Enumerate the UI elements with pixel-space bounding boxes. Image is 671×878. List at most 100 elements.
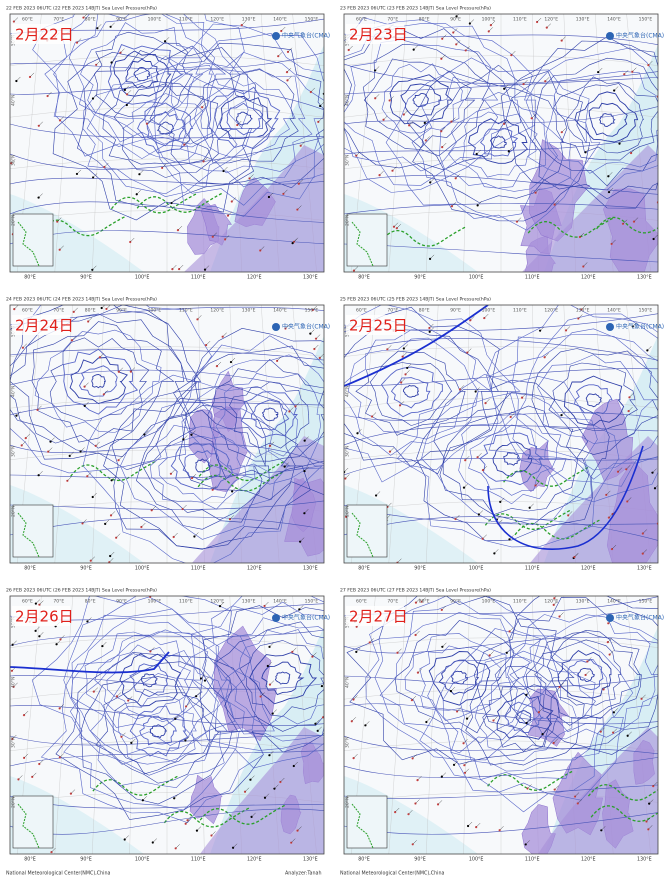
- graticule: [92, 305, 105, 563]
- wind-barb: [29, 72, 35, 78]
- graticule: [463, 14, 470, 272]
- isobar: [344, 175, 658, 195]
- isobar: [344, 306, 509, 475]
- wind-barb: [92, 492, 97, 498]
- isobar: [77, 45, 264, 207]
- wind-barb: [73, 307, 78, 313]
- wind-barb: [510, 412, 515, 418]
- wind-barb: [59, 704, 64, 709]
- lat-label: 40°N: [345, 386, 351, 397]
- wind-barb: [93, 687, 98, 692]
- isobar: [369, 362, 453, 426]
- bottom-lon-label: 90°E: [414, 857, 426, 863]
- isobar: [240, 391, 298, 439]
- map-frame: [9, 304, 325, 564]
- wind-barb: [535, 481, 540, 486]
- wind-barb: [314, 344, 319, 350]
- wind-barb: [320, 101, 324, 107]
- wind-barb: [124, 85, 130, 91]
- top-lon-label: 80°E: [85, 308, 96, 314]
- wind-barb: [351, 717, 356, 722]
- wind-barb: [456, 707, 462, 712]
- precipitation-band: [538, 727, 658, 854]
- top-lon-label: 100°E: [148, 308, 162, 314]
- bottom-lon-label: 110°E: [525, 275, 540, 281]
- wind-barb: [141, 522, 146, 528]
- wind-barb: [32, 772, 37, 778]
- inset-coast: [17, 512, 40, 558]
- bottom-lon-label: 120°E: [247, 275, 262, 281]
- isobar: [261, 661, 305, 696]
- wind-barb: [191, 473, 197, 479]
- isobar: [125, 58, 160, 89]
- wind-barb: [184, 140, 189, 145]
- isobar: [31, 321, 175, 443]
- wind-barb: [478, 510, 484, 515]
- top-lon-label: 60°E: [22, 308, 33, 314]
- wind-barb: [87, 472, 92, 477]
- isobar: [10, 750, 324, 767]
- bottom-lon-label: 90°E: [414, 275, 426, 281]
- wind-barb: [441, 127, 446, 132]
- top-lon-label: 120°E: [544, 308, 558, 314]
- wind-barb: [23, 710, 29, 716]
- wind-barb: [585, 670, 590, 676]
- isobar: [10, 705, 324, 726]
- isobar: [468, 424, 557, 496]
- wind-barb: [466, 714, 472, 719]
- lat-label: 20°N: [11, 215, 17, 226]
- inset-coast: [351, 512, 374, 558]
- wind-barb: [426, 717, 431, 723]
- wind-barb: [553, 738, 558, 744]
- isobar: [488, 313, 658, 487]
- isobar: [585, 393, 602, 408]
- wind-barb: [48, 447, 53, 452]
- wind-barb: [574, 552, 579, 558]
- wind-barb: [647, 346, 652, 351]
- isobar: [504, 701, 545, 733]
- wind-barb: [92, 265, 97, 270]
- wind-barb: [249, 174, 254, 179]
- wind-barb: [297, 205, 302, 210]
- wind-barb: [504, 84, 509, 89]
- wind-barb: [304, 436, 309, 441]
- wind-barb: [465, 456, 470, 461]
- isobar: [10, 177, 324, 185]
- wind-barb: [116, 533, 121, 538]
- wind-barb: [539, 326, 545, 331]
- isobar: [534, 629, 641, 719]
- wind-barb: [60, 635, 65, 640]
- wind-barb: [232, 843, 238, 848]
- graticule: [532, 305, 539, 563]
- wind-barb: [544, 353, 549, 358]
- date-label: 2月23日: [349, 26, 408, 44]
- wind-barb: [606, 490, 611, 496]
- top-lon-label: 110°E: [179, 308, 193, 314]
- wind-barb: [295, 402, 300, 407]
- wind-barb: [553, 600, 558, 605]
- wind-barb: [38, 471, 43, 476]
- rain-line: [199, 804, 286, 825]
- bottom-lon-label: 100°E: [469, 566, 484, 572]
- wind-barb: [126, 100, 131, 106]
- graticule: [388, 596, 407, 854]
- wind-barb: [299, 605, 304, 610]
- isobar: [176, 601, 324, 751]
- bottom-lon-label: 110°E: [191, 857, 206, 863]
- logo-icon: [606, 323, 614, 331]
- wind-barb: [441, 772, 447, 777]
- wind-barb: [614, 86, 619, 91]
- wind-barb: [269, 680, 275, 685]
- wind-barb: [110, 22, 115, 27]
- bottom-lon-label: 130°E: [303, 275, 318, 281]
- isobar: [394, 620, 520, 734]
- wind-barb: [626, 465, 631, 470]
- wind-barb: [542, 730, 547, 735]
- isobar: [144, 23, 324, 217]
- isobar: [63, 348, 139, 415]
- date-label-bg: [346, 606, 404, 626]
- logo: 中央气象台(CMA): [616, 32, 664, 40]
- isobar: [182, 596, 324, 769]
- wind-barb: [456, 40, 461, 45]
- wind-barb: [317, 726, 322, 731]
